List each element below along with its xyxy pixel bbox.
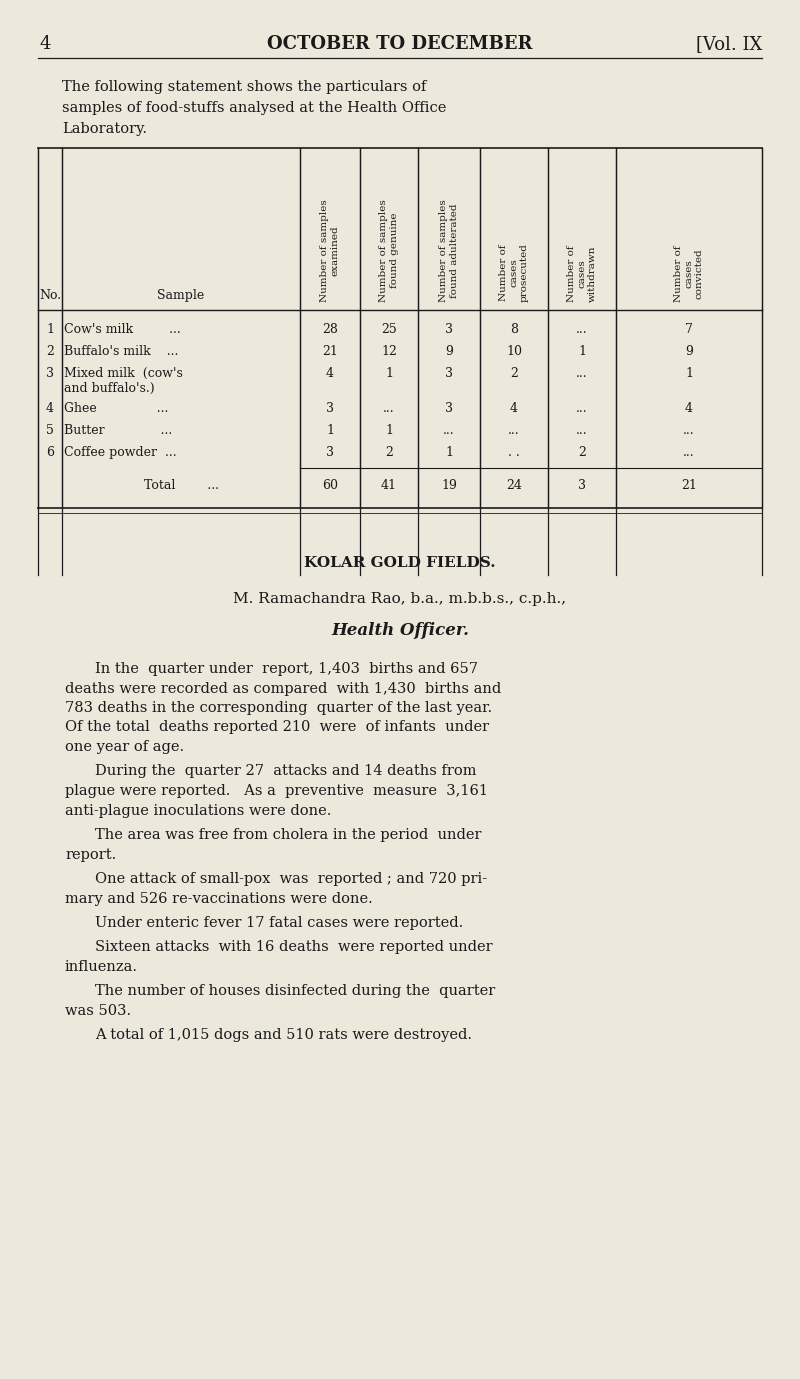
- Text: influenza.: influenza.: [65, 960, 138, 974]
- Text: No.: No.: [39, 290, 61, 302]
- Text: 8: 8: [510, 323, 518, 336]
- Text: Cow's milk         ...: Cow's milk ...: [64, 323, 181, 336]
- Text: Number of
cases
convicted: Number of cases convicted: [674, 245, 704, 302]
- Text: 10: 10: [506, 345, 522, 359]
- Text: 6: 6: [46, 445, 54, 459]
- Text: 1: 1: [385, 367, 393, 381]
- Text: 4: 4: [685, 403, 693, 415]
- Text: ...: ...: [576, 367, 588, 381]
- Text: report.: report.: [65, 848, 116, 862]
- Text: 3: 3: [445, 403, 453, 415]
- Text: ...: ...: [576, 423, 588, 437]
- Text: Mixed milk  (cow's: Mixed milk (cow's: [64, 367, 183, 381]
- Text: one year of age.: one year of age.: [65, 741, 184, 754]
- Text: The area was free from cholera in the period  under: The area was free from cholera in the pe…: [95, 827, 482, 843]
- Text: 3: 3: [578, 479, 586, 492]
- Text: KOLAR GOLD FIELDS.: KOLAR GOLD FIELDS.: [304, 556, 496, 570]
- Text: The number of houses disinfected during the  quarter: The number of houses disinfected during …: [95, 985, 495, 998]
- Text: Health Officer.: Health Officer.: [331, 622, 469, 638]
- Text: Buffalo's milk    ...: Buffalo's milk ...: [64, 345, 178, 359]
- Text: In the  quarter under  report, 1,403  births and 657: In the quarter under report, 1,403 birth…: [95, 662, 478, 676]
- Text: ...: ...: [576, 323, 588, 336]
- Text: 1: 1: [685, 367, 693, 381]
- Text: Sample: Sample: [158, 290, 205, 302]
- Text: 60: 60: [322, 479, 338, 492]
- Text: M. Ramachandra Rao, b.a., m.b.b.s., c.p.h.,: M. Ramachandra Rao, b.a., m.b.b.s., c.p.…: [234, 592, 566, 605]
- Text: Total        ...: Total ...: [143, 479, 218, 492]
- Text: 1: 1: [326, 423, 334, 437]
- Text: 2: 2: [510, 367, 518, 381]
- Text: Number of samples
found genuine: Number of samples found genuine: [379, 199, 398, 302]
- Text: Coffee powder  ...: Coffee powder ...: [64, 445, 177, 459]
- Text: Sixteen attacks  with 16 deaths  were reported under: Sixteen attacks with 16 deaths were repo…: [95, 940, 493, 954]
- Text: 2: 2: [578, 445, 586, 459]
- Text: 21: 21: [322, 345, 338, 359]
- Text: 24: 24: [506, 479, 522, 492]
- Text: 3: 3: [445, 323, 453, 336]
- Text: 25: 25: [381, 323, 397, 336]
- Text: 1: 1: [445, 445, 453, 459]
- Text: plague were reported.   As a  preventive  measure  3,161: plague were reported. As a preventive me…: [65, 785, 488, 798]
- Text: Of the total  deaths reported 210  were  of infants  under: Of the total deaths reported 210 were of…: [65, 720, 489, 735]
- Text: 4: 4: [326, 367, 334, 381]
- Text: ...: ...: [576, 403, 588, 415]
- Text: 3: 3: [46, 367, 54, 381]
- Text: 1: 1: [578, 345, 586, 359]
- Text: Number of
cases
prosecuted: Number of cases prosecuted: [499, 243, 529, 302]
- Text: Ghee               ...: Ghee ...: [64, 403, 168, 415]
- Text: 4: 4: [510, 403, 518, 415]
- Text: 21: 21: [681, 479, 697, 492]
- Text: 1: 1: [46, 323, 54, 336]
- Text: During the  quarter 27  attacks and 14 deaths from: During the quarter 27 attacks and 14 dea…: [95, 764, 477, 779]
- Text: 7: 7: [685, 323, 693, 336]
- Text: 41: 41: [381, 479, 397, 492]
- Text: anti-plague inoculations were done.: anti-plague inoculations were done.: [65, 804, 331, 818]
- Text: Butter              ...: Butter ...: [64, 423, 172, 437]
- Text: 2: 2: [46, 345, 54, 359]
- Text: 19: 19: [441, 479, 457, 492]
- Text: 28: 28: [322, 323, 338, 336]
- Text: Under enteric fever 17 fatal cases were reported.: Under enteric fever 17 fatal cases were …: [95, 916, 463, 929]
- Text: samples of food-stuffs analysed at the Health Office: samples of food-stuffs analysed at the H…: [62, 101, 446, 114]
- Text: . .: . .: [508, 445, 520, 459]
- Text: OCTOBER TO DECEMBER: OCTOBER TO DECEMBER: [267, 34, 533, 52]
- Text: 3: 3: [445, 367, 453, 381]
- Text: One attack of small-pox  was  reported ; and 720 pri-: One attack of small-pox was reported ; a…: [95, 872, 487, 885]
- Text: 12: 12: [381, 345, 397, 359]
- Text: 783 deaths in the corresponding  quarter of the last year.: 783 deaths in the corresponding quarter …: [65, 701, 492, 714]
- Text: Number of samples
examined: Number of samples examined: [320, 199, 340, 302]
- Text: ...: ...: [443, 423, 455, 437]
- Text: Number of
cases
withdrawn: Number of cases withdrawn: [567, 245, 597, 302]
- Text: was 503.: was 503.: [65, 1004, 131, 1018]
- Text: ...: ...: [683, 423, 695, 437]
- Text: [Vol. IX: [Vol. IX: [696, 34, 762, 52]
- Text: ...: ...: [508, 423, 520, 437]
- Text: Laboratory.: Laboratory.: [62, 121, 147, 137]
- Text: A total of 1,015 dogs and 510 rats were destroyed.: A total of 1,015 dogs and 510 rats were …: [95, 1029, 472, 1043]
- Text: The following statement shows the particulars of: The following statement shows the partic…: [62, 80, 426, 94]
- Text: and buffalo's.): and buffalo's.): [64, 382, 154, 394]
- Text: 2: 2: [385, 445, 393, 459]
- Text: 3: 3: [326, 403, 334, 415]
- Text: 4: 4: [46, 403, 54, 415]
- Text: 9: 9: [445, 345, 453, 359]
- Text: ...: ...: [683, 445, 695, 459]
- Text: mary and 526 re-vaccinations were done.: mary and 526 re-vaccinations were done.: [65, 891, 373, 906]
- Text: Number of samples
found adulterated: Number of samples found adulterated: [439, 199, 458, 302]
- Text: 5: 5: [46, 423, 54, 437]
- Text: ...: ...: [383, 403, 395, 415]
- Text: 1: 1: [385, 423, 393, 437]
- Text: 9: 9: [685, 345, 693, 359]
- Text: 4: 4: [40, 34, 51, 52]
- Text: deaths were recorded as compared  with 1,430  births and: deaths were recorded as compared with 1,…: [65, 681, 502, 695]
- Text: 3: 3: [326, 445, 334, 459]
